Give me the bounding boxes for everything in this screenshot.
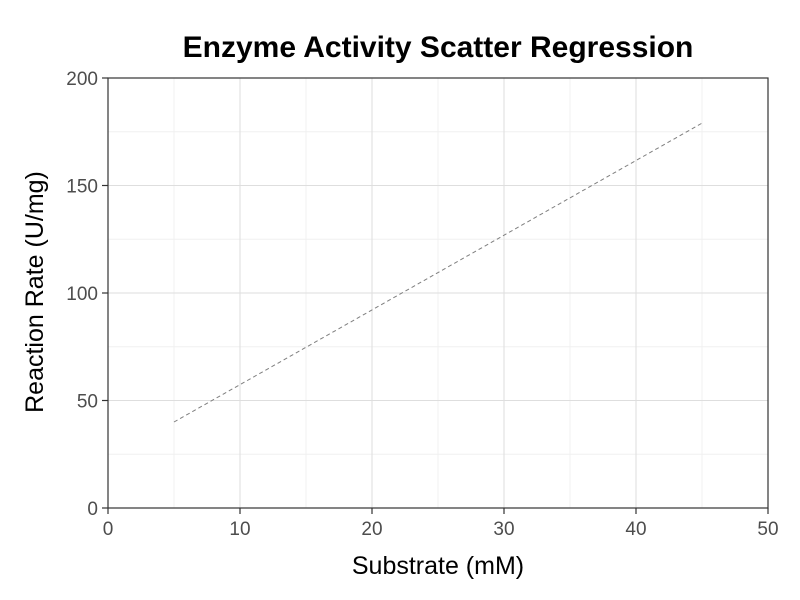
- axes: 0 10 20 30 40 50 0 50 100 150 200: [66, 69, 778, 540]
- regression-line: [173, 122, 703, 423]
- y-axis-title: Reaction Rate (U/mg): [21, 171, 49, 413]
- x-tick-label: 30: [493, 519, 514, 540]
- grid: [107, 77, 769, 509]
- x-tick-label: 50: [757, 519, 778, 540]
- y-tick-label: 150: [66, 177, 98, 198]
- y-tick-label: 0: [87, 499, 98, 520]
- x-tick-label: 20: [361, 519, 382, 540]
- y-tick-label: 200: [66, 69, 98, 90]
- x-tick-label: 40: [625, 519, 646, 540]
- y-tick-label: 50: [77, 392, 98, 413]
- chart-title: Enzyme Activity Scatter Regression: [183, 31, 694, 64]
- series-layer: [173, 122, 703, 423]
- x-axis-title: Substrate (mM): [352, 552, 524, 580]
- y-tick-label: 100: [66, 284, 98, 305]
- x-tick-label: 0: [103, 519, 114, 540]
- x-tick-label: 10: [229, 519, 250, 540]
